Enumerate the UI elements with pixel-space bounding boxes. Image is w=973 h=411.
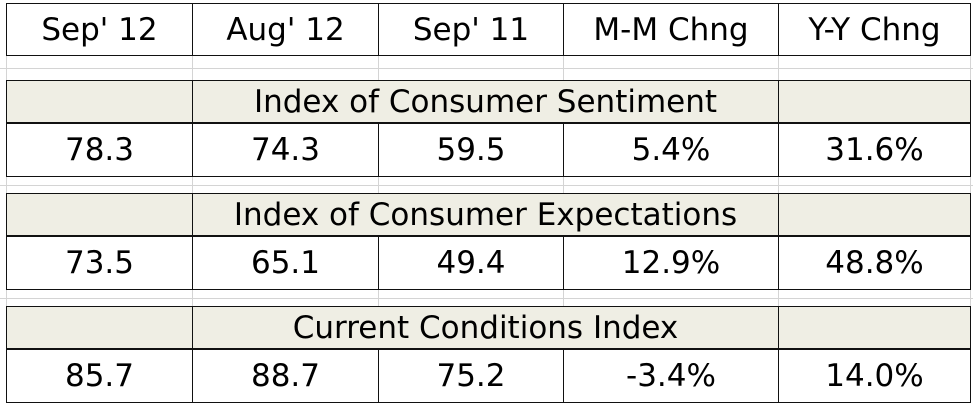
gap-grid-line bbox=[778, 56, 779, 80]
header-cell: Sep' 12 bbox=[6, 3, 193, 56]
section-title: Index of Consumer Sentiment bbox=[192, 80, 779, 123]
gap-grid-line bbox=[6, 56, 7, 80]
gap-grid-line bbox=[378, 177, 379, 193]
value-cell: 48.8% bbox=[778, 236, 971, 290]
value-cell: 78.3 bbox=[6, 123, 193, 177]
value-cell: -3.4% bbox=[563, 349, 779, 403]
value-cell: 5.4% bbox=[563, 123, 779, 177]
gap-grid-line bbox=[378, 56, 379, 80]
value-cell: 59.5 bbox=[378, 123, 564, 177]
section-side-cell bbox=[6, 306, 193, 349]
gap-grid-line bbox=[563, 56, 564, 80]
section-side-cell bbox=[778, 80, 971, 123]
gap-grid-line bbox=[6, 290, 7, 306]
value-cell: 31.6% bbox=[778, 123, 971, 177]
value-cell: 75.2 bbox=[378, 349, 564, 403]
header-cell: Aug' 12 bbox=[192, 3, 379, 56]
gap-grid-line bbox=[778, 290, 779, 306]
value-cell: 74.3 bbox=[192, 123, 379, 177]
section-title: Index of Consumer Expectations bbox=[192, 193, 779, 236]
header-cell: M-M Chng bbox=[563, 3, 779, 56]
gap-grid-line bbox=[192, 177, 193, 193]
value-cell: 14.0% bbox=[778, 349, 971, 403]
gap-grid-line bbox=[778, 177, 779, 193]
gap-grid-line bbox=[563, 290, 564, 306]
value-cell: 73.5 bbox=[6, 236, 193, 290]
gap-grid-line bbox=[0, 68, 973, 69]
gap-grid-line bbox=[970, 290, 971, 306]
header-cell: Sep' 11 bbox=[378, 3, 564, 56]
value-cell: 49.4 bbox=[378, 236, 564, 290]
section-side-cell bbox=[6, 193, 193, 236]
gap-grid-line bbox=[6, 177, 7, 193]
section-title: Current Conditions Index bbox=[192, 306, 779, 349]
gap-grid-line bbox=[192, 56, 193, 80]
header-cell: Y-Y Chng bbox=[778, 3, 971, 56]
gap-grid-line bbox=[0, 298, 973, 299]
section-side-cell bbox=[778, 193, 971, 236]
gap-grid-line bbox=[378, 290, 379, 306]
section-side-cell bbox=[778, 306, 971, 349]
gap-grid-line bbox=[563, 177, 564, 193]
gap-grid-line bbox=[0, 185, 973, 186]
value-cell: 65.1 bbox=[192, 236, 379, 290]
value-cell: 12.9% bbox=[563, 236, 779, 290]
section-side-cell bbox=[6, 80, 193, 123]
value-cell: 85.7 bbox=[6, 349, 193, 403]
value-cell: 88.7 bbox=[192, 349, 379, 403]
gap-grid-line bbox=[970, 177, 971, 193]
gap-grid-line bbox=[970, 56, 971, 80]
gap-grid-line bbox=[192, 290, 193, 306]
